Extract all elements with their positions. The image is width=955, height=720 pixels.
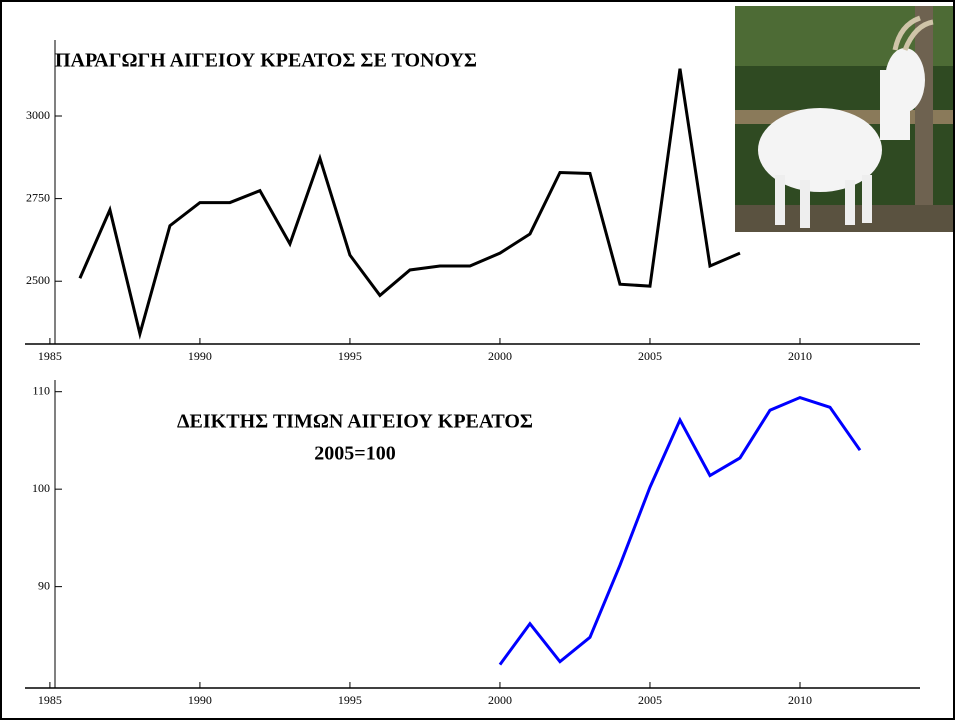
- x-tick-label: 1995: [338, 693, 362, 707]
- goat-photo: [735, 6, 953, 232]
- data-line: [78, 68, 741, 340]
- y-tick-label: 3000: [26, 108, 50, 122]
- y-tick-label: 90: [38, 578, 50, 592]
- x-tick-label: 1985: [38, 693, 62, 707]
- y-tick-label: 100: [32, 481, 50, 495]
- x-tick-label: 2000: [488, 349, 512, 363]
- x-tick-label: 1985: [38, 349, 62, 363]
- x-tick-label: 2010: [788, 349, 812, 363]
- chart-title: ΔΕΙΚΤΗΣ ΤΙΜΩΝ ΑΙΓΕΙΟΥ ΚΡΕΑΤΟΣ: [177, 411, 533, 433]
- chart-title: ΠΑΡΑΓΩΓΗ ΑΙΓΕΙΟΥ ΚΡΕΑΤΟΣ ΣΕ ΤΟΝΟΥΣ: [55, 50, 477, 72]
- x-tick-label: 1995: [338, 349, 362, 363]
- x-tick-label: 2005: [638, 349, 662, 363]
- data-line: [498, 395, 862, 666]
- x-tick-label: 1990: [188, 349, 212, 363]
- x-tick-label: 2005: [638, 693, 662, 707]
- y-tick-label: 2500: [26, 273, 50, 287]
- y-tick-label: 110: [32, 383, 50, 397]
- chart-subtitle: 2005=100: [314, 443, 395, 465]
- x-tick-label: 2010: [788, 693, 812, 707]
- y-tick-label: 2750: [26, 190, 50, 204]
- x-tick-label: 2000: [488, 693, 512, 707]
- x-tick-label: 1990: [188, 693, 212, 707]
